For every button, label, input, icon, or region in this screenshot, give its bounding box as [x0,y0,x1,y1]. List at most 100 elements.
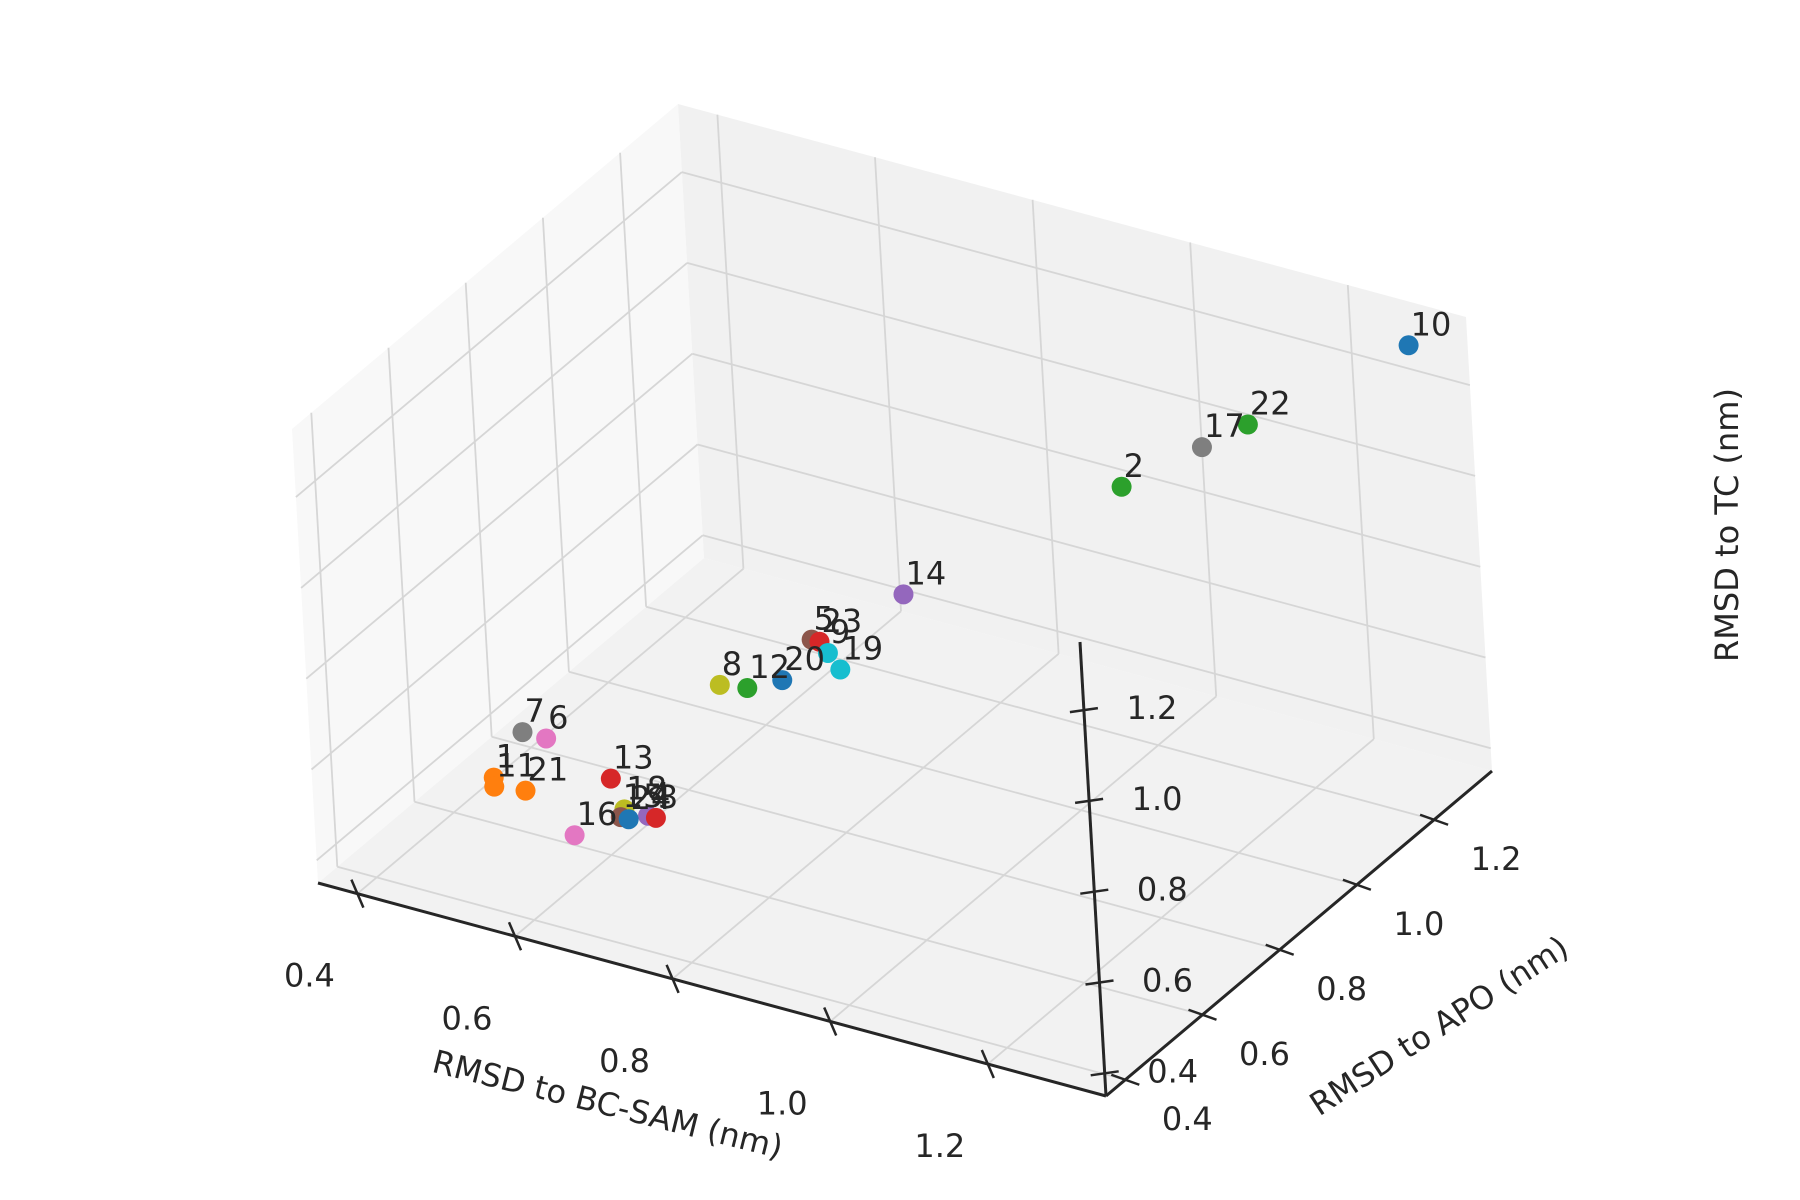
point-label-20: 20 [784,640,825,678]
y-tick-label: 1.0 [1393,905,1444,943]
grid-line-y [310,412,339,867]
point-label-21: 21 [528,751,569,789]
x-axis-line [317,881,1107,1098]
point-label-9: 9 [830,613,850,651]
point-label-7: 7 [525,692,545,730]
point-label-10: 10 [1411,305,1452,343]
grid-line-y [491,735,1280,951]
grid-line-y [542,217,570,672]
point-label-15: 15 [623,777,664,815]
grid-line-y [568,670,1358,886]
z-tick [1069,706,1099,714]
y-tick-label: 0.6 [1239,1035,1290,1073]
grid-line-x [874,157,902,612]
z-tick [1080,888,1109,895]
data-point-17 [1191,437,1212,458]
grid-line-x [829,695,1217,1023]
x-tick [507,921,523,951]
grid-line-y [387,347,416,802]
grid-line-z [686,262,1476,477]
z-axis-line [1078,641,1108,1097]
z-axis-label: RMSD to TC (nm) [1708,388,1746,662]
data-point-8 [709,674,730,695]
axis-lines [317,641,1493,1098]
grid-line-z [300,262,688,589]
z-tick-label: 0.4 [1147,1052,1198,1090]
x-tick [350,879,365,909]
data-point-2 [1111,476,1132,497]
point-label-12: 12 [749,648,790,686]
y-axis-label: RMSD to APO (nm) [1303,928,1575,1123]
z-tick-label: 1.0 [1132,780,1183,818]
x-tick [665,964,680,994]
data-point-22 [1237,414,1258,435]
x-tick-label: 1.2 [914,1127,965,1165]
x-tick-label: 0.4 [284,957,335,995]
z-tick [1085,979,1114,986]
point-label-14: 14 [905,554,946,592]
point-label-23: 23 [822,602,863,640]
point-label-24: 24 [631,779,672,817]
point-label-2: 2 [1124,447,1144,485]
point-label-16: 16 [577,795,618,833]
data-point-24 [618,809,639,830]
axis-panes [292,104,1492,1096]
y-tick-label: 0.4 [1162,1100,1213,1138]
data-point-9 [817,642,838,663]
data-point-19 [830,659,851,680]
y-tick [1110,1073,1140,1086]
data-point-13 [600,768,621,789]
data-point-11 [484,776,505,797]
x-tick-label: 1.0 [757,1084,808,1122]
tick-marks [350,706,1449,1086]
y-tick-label: 1.2 [1471,840,1522,878]
data-point-14 [893,584,914,605]
grid-line-z [305,353,693,680]
data-point-3 [645,807,666,828]
y-tick [1188,1008,1217,1021]
point-label-1: 1 [496,738,516,776]
data-points [483,335,1419,846]
z-tick [1074,797,1104,805]
grid-line-z [295,171,683,498]
x-tick-label: 0.8 [599,1042,650,1080]
data-point-7 [512,722,533,743]
grid-line-y [414,800,1203,1016]
x-tick-label: 0.6 [442,999,493,1037]
left-pane [292,104,704,883]
data-point-21 [515,780,536,801]
point-label-18: 18 [626,769,667,807]
point-label-22: 22 [1250,385,1291,423]
y-axis-line [1105,769,1493,1098]
grid-line-x [672,653,1060,980]
grid-line-x [716,114,745,569]
grid-line-x [987,738,1375,1065]
data-point-6 [536,728,557,749]
y-tick-label: 0.8 [1316,970,1367,1008]
grid-line-x [1189,242,1218,697]
point-label-19: 19 [842,630,883,668]
point-label-5: 5 [814,600,834,638]
grid-line-x [1031,199,1060,654]
z-tick-label: 0.8 [1137,871,1188,909]
y-tick [1265,943,1295,956]
grid-line-z [310,443,699,771]
grid-line-y [464,282,493,737]
grid-line-z [681,171,1471,386]
grid-line-y [619,152,647,607]
x-tick [823,1006,838,1036]
grid-line-z [702,534,1491,750]
z-tick-label: 0.6 [1142,962,1193,1000]
point-label-4: 4 [650,776,670,814]
grid-line-z [316,534,704,861]
point-label-8: 8 [722,645,742,683]
grid-line-y [645,605,1435,821]
grid-line-x [1346,284,1375,740]
grid-lines [295,114,1491,1081]
z-tick-label: 1.2 [1126,689,1177,727]
data-point-16 [564,825,585,846]
data-point-12 [737,678,758,699]
point-label-13: 13 [613,739,654,777]
